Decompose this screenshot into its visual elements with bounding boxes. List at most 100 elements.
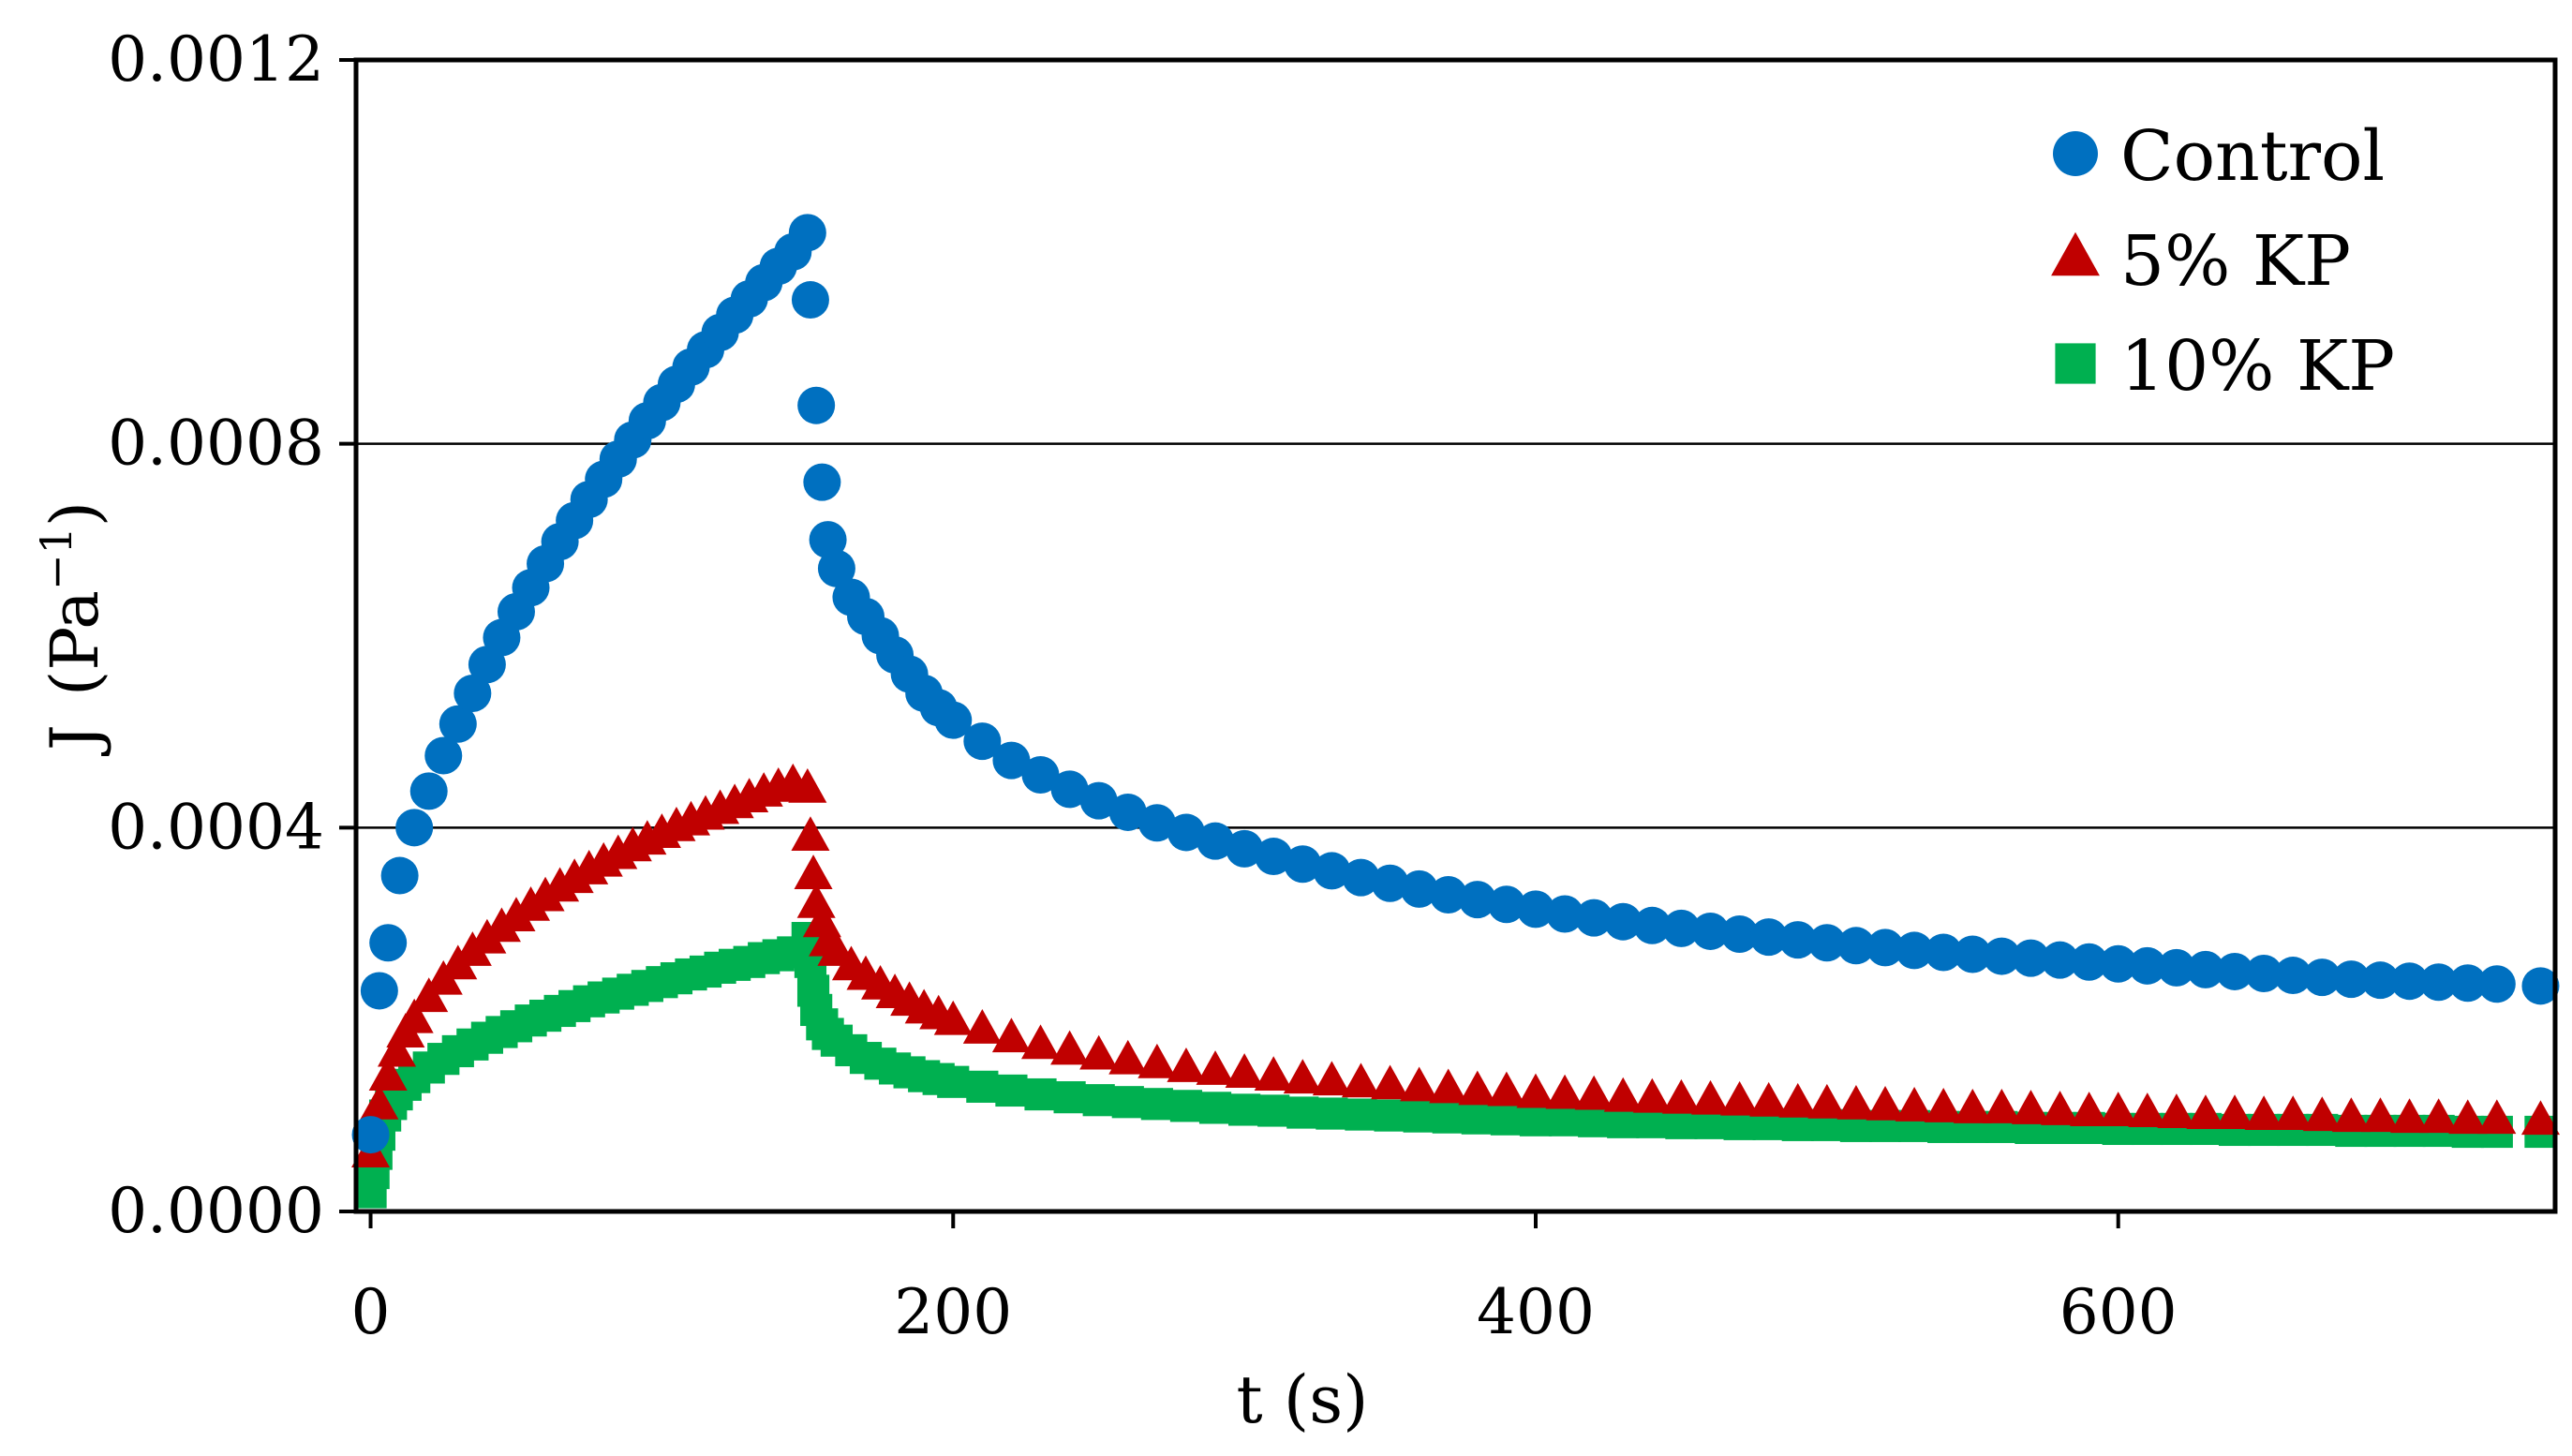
data-point-control bbox=[1546, 895, 1584, 933]
plot-area-frame bbox=[353, 57, 2558, 1214]
data-point-10-kp bbox=[1461, 1102, 1494, 1135]
data-point-control bbox=[1079, 781, 1118, 820]
data-point-control bbox=[1137, 804, 1176, 842]
data-point-10-kp bbox=[1053, 1081, 1086, 1114]
data-point-control bbox=[2128, 946, 2166, 985]
data-point-5-kp bbox=[2215, 1094, 2254, 1130]
data-point-10-kp bbox=[1111, 1086, 1144, 1119]
data-point-5-kp bbox=[2273, 1095, 2312, 1131]
legend-label-5-kp: 5% KP bbox=[2120, 221, 2351, 302]
data-point-5-kp bbox=[1720, 1080, 1760, 1116]
data-point-control bbox=[1896, 931, 1934, 970]
x-tick-label: 0 bbox=[351, 1276, 391, 1348]
series-control bbox=[351, 214, 2560, 1154]
data-point-5-kp bbox=[1574, 1075, 1613, 1110]
data-point-5-kp bbox=[2520, 1100, 2560, 1136]
data-point-control bbox=[1284, 845, 1322, 884]
data-point-5-kp bbox=[1807, 1083, 1847, 1119]
data-point-5-kp bbox=[1079, 1034, 1119, 1070]
data-point-control bbox=[2041, 941, 2079, 979]
data-point-5-kp bbox=[2360, 1097, 2401, 1133]
y-axis-symbol: J bbox=[37, 724, 113, 756]
data-point-control bbox=[797, 386, 836, 424]
axis-ticks bbox=[339, 58, 2120, 1228]
y-axis-unit-superscript: −1 bbox=[31, 527, 82, 590]
x-axis-title: t (s) bbox=[1237, 1361, 1369, 1438]
data-point-5-kp bbox=[2186, 1094, 2225, 1130]
data-point-control bbox=[409, 772, 448, 810]
legend-label-10-kp: 10% KP bbox=[2120, 326, 2395, 407]
data-point-5-kp bbox=[1137, 1043, 1177, 1078]
data-point-5-kp bbox=[360, 1084, 399, 1120]
data-point-control bbox=[1749, 918, 1788, 957]
data-point-control bbox=[1458, 881, 1496, 919]
data-point-5-kp bbox=[2477, 1099, 2517, 1135]
data-point-5-kp bbox=[1021, 1024, 1061, 1060]
data-point-10-kp bbox=[1490, 1103, 1524, 1136]
y-axis-unit-close: ) bbox=[37, 501, 113, 527]
data-point-control bbox=[1429, 876, 1467, 914]
data-point-5-kp bbox=[1545, 1074, 1584, 1109]
y-tick-label: 0.0000 bbox=[108, 1175, 324, 1247]
data-point-5-kp bbox=[1953, 1089, 1992, 1123]
data-point-5-kp bbox=[1603, 1077, 1643, 1112]
data-point-control bbox=[1021, 756, 1060, 795]
data-point-10-kp bbox=[1432, 1101, 1464, 1134]
data-point-control bbox=[1226, 829, 1264, 868]
data-point-5-kp bbox=[541, 867, 580, 902]
data-point-control bbox=[2419, 963, 2458, 1002]
tick-labels: 0.0000 0.0004 0.0008 0.0012 0 200 400 600 bbox=[108, 23, 2178, 1348]
data-point-control bbox=[1487, 885, 1525, 924]
data-point-control bbox=[1807, 924, 1846, 962]
data-point-5-kp bbox=[794, 854, 833, 889]
data-point-control bbox=[1954, 935, 1992, 973]
data-point-control bbox=[2186, 950, 2224, 988]
y-gridlines bbox=[356, 442, 2555, 829]
y-axis-title: J (Pa−1) bbox=[31, 501, 113, 756]
legend-marker-5-kp bbox=[2051, 231, 2100, 276]
data-point-5-kp bbox=[1661, 1078, 1701, 1114]
x-tick-label: 200 bbox=[894, 1276, 1012, 1348]
data-point-control bbox=[2245, 955, 2283, 993]
data-point-5-kp bbox=[1429, 1068, 1468, 1104]
data-point-5-kp bbox=[791, 816, 830, 852]
data-point-5-kp bbox=[2099, 1092, 2138, 1126]
data-point-5-kp bbox=[1283, 1059, 1322, 1094]
y-axis-unit-open: (Pa bbox=[37, 590, 113, 696]
data-point-control bbox=[2274, 957, 2312, 995]
data-point-control bbox=[791, 281, 829, 319]
legend: Control 5% KP 10% KP bbox=[2051, 116, 2395, 407]
data-point-5-kp bbox=[991, 1018, 1031, 1053]
data-point-5-kp bbox=[1167, 1047, 1206, 1082]
data-point-control bbox=[934, 701, 973, 739]
data-point-control bbox=[1866, 929, 1905, 967]
data-point-control bbox=[2070, 943, 2108, 981]
data-point-10-kp bbox=[1198, 1092, 1232, 1124]
data-point-control bbox=[992, 741, 1031, 780]
data-point-control bbox=[1720, 915, 1759, 954]
data-point-control bbox=[1371, 864, 1409, 902]
data-point-10-kp bbox=[1140, 1088, 1173, 1121]
data-point-10-kp bbox=[1345, 1098, 1377, 1131]
data-point-5-kp bbox=[1196, 1050, 1235, 1085]
data-point-5-kp bbox=[933, 1000, 973, 1035]
data-point-control bbox=[2521, 967, 2560, 1005]
data-point-control bbox=[395, 809, 434, 847]
data-point-10-kp bbox=[966, 1070, 999, 1103]
data-point-control bbox=[1662, 909, 1701, 947]
data-point-control bbox=[1575, 899, 1613, 937]
data-point-control bbox=[1633, 906, 1672, 944]
data-point-5-kp bbox=[555, 858, 594, 894]
data-point-control bbox=[2477, 965, 2516, 1003]
data-point-control bbox=[1313, 852, 1351, 890]
data-point-10-kp bbox=[1024, 1077, 1057, 1111]
data-point-10-kp bbox=[1169, 1090, 1203, 1122]
data-point-control bbox=[963, 722, 1002, 761]
data-point-control bbox=[2361, 961, 2400, 1000]
data-point-control bbox=[369, 924, 408, 962]
y-tick-label: 0.0012 bbox=[108, 23, 324, 96]
data-point-10-kp bbox=[1316, 1097, 1348, 1130]
data-point-5-kp bbox=[1400, 1066, 1439, 1102]
data-point-5-kp bbox=[802, 902, 841, 938]
data-point-5-kp bbox=[1836, 1084, 1876, 1120]
